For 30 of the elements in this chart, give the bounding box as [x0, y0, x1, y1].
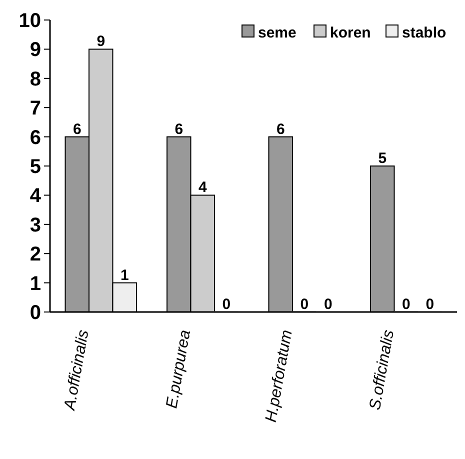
y-tick-label: 7 [30, 98, 41, 120]
data-label: 6 [72, 120, 82, 138]
y-tick-label: 6 [30, 126, 41, 149]
legend-label: seme [258, 24, 296, 42]
legend-label: stablo [402, 24, 446, 42]
data-label: 6 [276, 120, 285, 138]
x-tick-label: S.officinalis [366, 328, 398, 412]
data-label: 0 [402, 296, 410, 313]
data-label: 4 [198, 179, 208, 196]
data-label: 9 [96, 33, 106, 50]
data-label: 0 [426, 296, 434, 313]
y-tick-label: 10 [18, 10, 41, 32]
data-label: 0 [324, 296, 332, 313]
y-tick-label: 8 [30, 68, 41, 90]
legend-label: koren [330, 24, 371, 42]
data-label: 0 [300, 296, 309, 313]
x-tick-label: E.purpurea [164, 328, 194, 410]
y-tick-label: 5 [30, 156, 41, 178]
x-tick-label: H.perforatum [262, 328, 296, 424]
data-label: 0 [222, 296, 231, 313]
y-tick-label: 3 [30, 214, 41, 236]
y-tick-label: 2 [30, 244, 41, 266]
y-tick-label: 4 [30, 185, 42, 208]
y-tick-label: 0 [30, 302, 41, 324]
data-label: 5 [378, 150, 387, 167]
x-tick-label: A.officinalis [61, 328, 92, 412]
data-label: 6 [174, 120, 184, 138]
y-tick-label: 1 [30, 272, 41, 295]
data-label: 1 [120, 266, 129, 284]
y-tick-label: 9 [30, 39, 41, 62]
